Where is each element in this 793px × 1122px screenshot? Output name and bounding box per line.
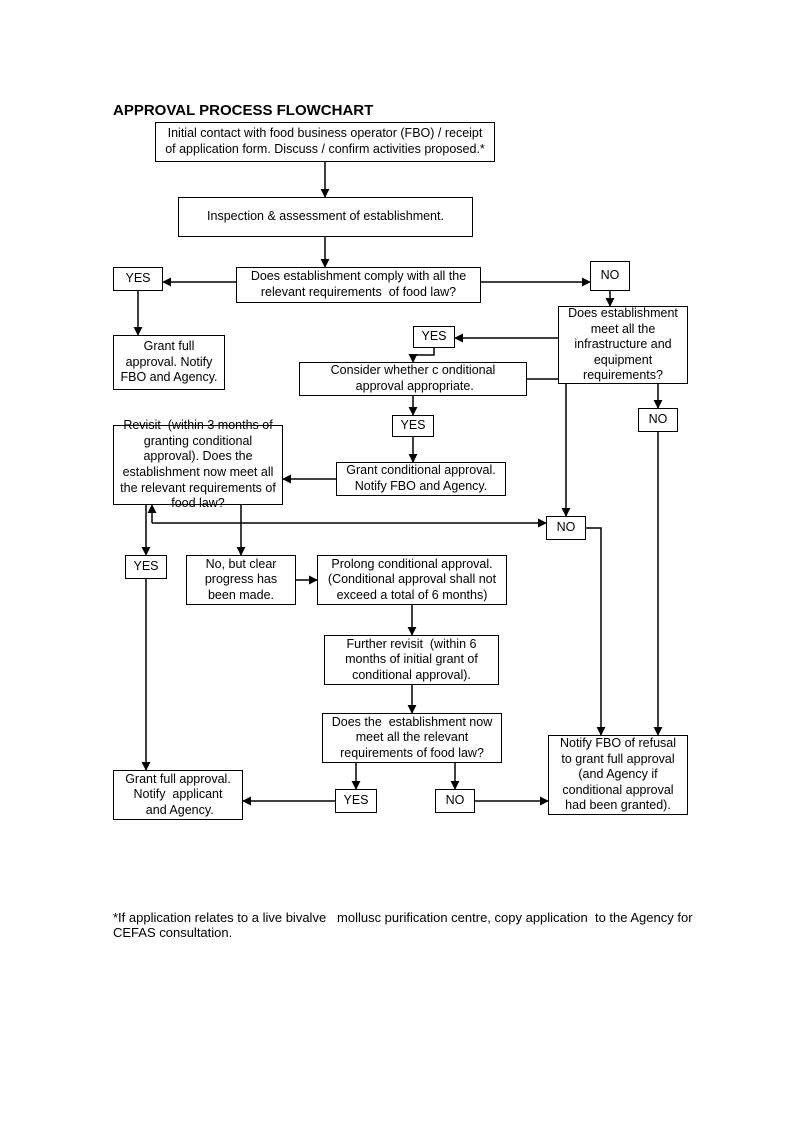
flow-node-yes3: YES xyxy=(392,415,434,437)
flow-node-n7: Revisit (within 3 months of granting con… xyxy=(113,425,283,505)
flow-node-n9: No, but clear progress has been made. xyxy=(186,555,296,605)
flow-node-n10: Prolong conditional approval. (Condition… xyxy=(317,555,507,605)
flow-node-n1: Initial contact with food business opera… xyxy=(155,122,495,162)
flow-node-yes1: YES xyxy=(113,267,163,291)
flow-node-n3: Does establishment comply with all the r… xyxy=(236,267,481,303)
footnote: *If application relates to a live bivalv… xyxy=(113,910,693,940)
flow-node-n6: Consider whether c onditional approval a… xyxy=(299,362,527,396)
flow-node-no3: NO xyxy=(546,516,586,540)
flow-node-yes2: YES xyxy=(413,326,455,348)
flow-edge-yes2d xyxy=(413,348,434,362)
flow-node-n8: Grant conditional approval. Notify FBO a… xyxy=(336,462,506,496)
flow-node-n13: Grant full approval. Notify applicant an… xyxy=(113,770,243,820)
flow-edge-no3r xyxy=(586,528,601,735)
flow-node-n11: Further revisit (within 6 months of init… xyxy=(324,635,499,685)
flow-node-n12: Does the establishment now meet all the … xyxy=(322,713,502,763)
flow-edge-n6r2 xyxy=(527,379,566,516)
flow-node-n2: Inspection & assessment of establishment… xyxy=(178,197,473,237)
flow-node-no2: NO xyxy=(638,408,678,432)
flow-node-yes5: YES xyxy=(335,789,377,813)
flow-node-n4: Grant full approval. Notify FBO and Agen… xyxy=(113,335,225,390)
flow-node-yes4: YES xyxy=(125,555,167,579)
flow-node-n5: Does establishment meet all the infrastr… xyxy=(558,306,688,384)
flow-node-n14: Notify FBO of refusal to grant full appr… xyxy=(548,735,688,815)
flow-node-no4: NO xyxy=(435,789,475,813)
flowchart-page: APPROVAL PROCESS FLOWCHART Initial conta… xyxy=(0,0,793,1122)
flow-node-no1: NO xyxy=(590,261,630,291)
